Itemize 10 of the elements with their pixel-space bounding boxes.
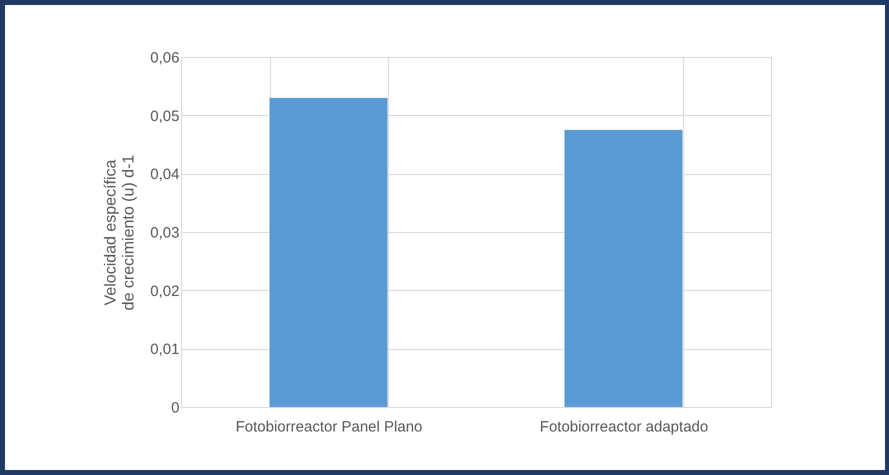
x-tick-label: Fotobiorreactor Panel Plano (236, 418, 422, 436)
y-tick-label: 0 (171, 400, 180, 416)
y-tick-label: 0,06 (150, 50, 180, 66)
y-axis-title: Velocidad específica de crecimiento (u) d-1 (102, 154, 138, 310)
y-tick-label: 0,05 (150, 108, 180, 125)
y-tick-label: 0,01 (150, 341, 180, 358)
y-tick-label: 0,02 (150, 282, 180, 300)
y-tick-label: 0,03 (150, 224, 180, 242)
x-tick-label: Fotobiorreactor adaptado (540, 418, 708, 436)
y-tick-label: 0,04 (150, 166, 180, 184)
